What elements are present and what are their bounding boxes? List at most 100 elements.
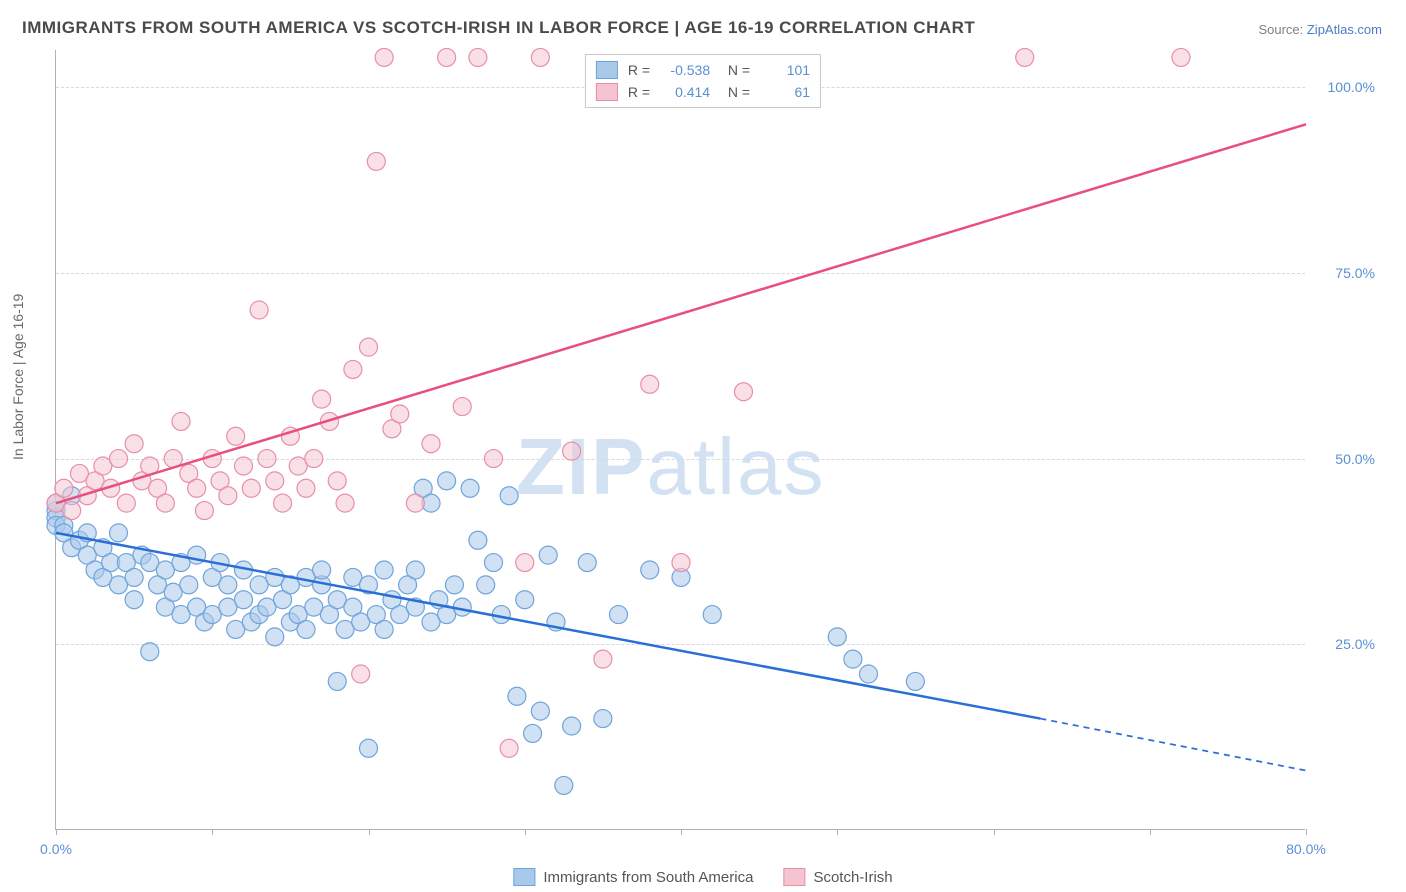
data-point	[516, 591, 534, 609]
data-point	[313, 561, 331, 579]
data-point	[328, 672, 346, 690]
data-point	[110, 450, 128, 468]
data-point	[250, 301, 268, 319]
legend-label: Immigrants from South America	[543, 869, 753, 886]
legend-item: Scotch-Irish	[783, 868, 892, 886]
data-point	[188, 479, 206, 497]
x-tick-mark	[681, 829, 682, 835]
data-point	[195, 502, 213, 520]
data-point	[55, 479, 73, 497]
data-point	[703, 606, 721, 624]
legend-swatch	[596, 61, 618, 79]
data-point	[219, 576, 237, 594]
x-tick-mark	[212, 829, 213, 835]
data-point	[219, 487, 237, 505]
data-point	[391, 405, 409, 423]
data-point	[227, 427, 245, 445]
data-point	[274, 494, 292, 512]
stat-n-value: 61	[760, 84, 810, 100]
data-point	[336, 494, 354, 512]
source-attribution: Source: ZipAtlas.com	[1258, 22, 1382, 37]
stat-r-value: -0.538	[660, 62, 710, 78]
data-point	[1172, 48, 1190, 66]
legend-item: Immigrants from South America	[513, 868, 753, 886]
data-point	[266, 628, 284, 646]
data-point	[258, 450, 276, 468]
data-point	[141, 643, 159, 661]
data-point	[672, 554, 690, 572]
stat-r-label: R =	[628, 84, 650, 100]
x-tick-label: 0.0%	[40, 841, 72, 857]
data-point	[563, 717, 581, 735]
data-point	[110, 524, 128, 542]
data-point	[477, 576, 495, 594]
data-point	[641, 561, 659, 579]
data-point	[125, 591, 143, 609]
data-point	[242, 479, 260, 497]
data-point	[344, 360, 362, 378]
stat-r-value: 0.414	[660, 84, 710, 100]
data-point	[406, 561, 424, 579]
data-point	[266, 472, 284, 490]
data-point	[422, 435, 440, 453]
data-point	[438, 472, 456, 490]
data-point	[297, 620, 315, 638]
x-tick-mark	[994, 829, 995, 835]
y-tick-label: 100.0%	[1315, 79, 1375, 95]
stats-legend: R =-0.538 N =101 R = 0.414 N = 61	[585, 54, 821, 108]
data-point	[844, 650, 862, 668]
regression-line	[56, 124, 1306, 503]
data-point	[500, 739, 518, 757]
legend-swatch	[783, 868, 805, 886]
data-point	[485, 554, 503, 572]
y-tick-label: 75.0%	[1315, 265, 1375, 281]
data-point	[539, 546, 557, 564]
data-point	[360, 338, 378, 356]
data-point	[563, 442, 581, 460]
x-tick-mark	[525, 829, 526, 835]
data-point	[461, 479, 479, 497]
source-prefix: Source:	[1258, 22, 1306, 37]
data-point	[375, 48, 393, 66]
x-tick-mark	[1150, 829, 1151, 835]
legend-swatch	[596, 83, 618, 101]
data-point	[180, 576, 198, 594]
data-point	[735, 383, 753, 401]
data-point	[172, 412, 190, 430]
data-point	[235, 457, 253, 475]
data-point	[156, 494, 174, 512]
regression-line-extrapolated	[1040, 719, 1306, 771]
data-point	[453, 398, 471, 416]
stats-row: R =-0.538 N =101	[596, 59, 810, 81]
data-point	[531, 702, 549, 720]
data-point	[469, 531, 487, 549]
data-point	[485, 450, 503, 468]
data-point	[594, 710, 612, 728]
x-tick-mark	[56, 829, 57, 835]
data-point	[531, 48, 549, 66]
data-point	[610, 606, 628, 624]
data-point	[516, 554, 534, 572]
legend-label: Scotch-Irish	[813, 869, 892, 886]
data-point	[235, 591, 253, 609]
data-point	[375, 620, 393, 638]
data-point	[578, 554, 596, 572]
source-link[interactable]: ZipAtlas.com	[1307, 22, 1382, 37]
data-point	[352, 665, 370, 683]
x-tick-mark	[1306, 829, 1307, 835]
stat-n-label: N =	[720, 62, 750, 78]
data-point	[445, 576, 463, 594]
series-legend: Immigrants from South America Scotch-Iris…	[513, 868, 892, 886]
correlation-chart: IMMIGRANTS FROM SOUTH AMERICA VS SCOTCH-…	[0, 0, 1406, 892]
chart-title: IMMIGRANTS FROM SOUTH AMERICA VS SCOTCH-…	[22, 18, 975, 38]
x-tick-mark	[837, 829, 838, 835]
data-point	[641, 375, 659, 393]
data-point	[500, 487, 518, 505]
data-point	[367, 152, 385, 170]
data-point	[406, 494, 424, 512]
data-point	[469, 48, 487, 66]
legend-swatch	[513, 868, 535, 886]
data-point	[508, 687, 526, 705]
x-tick-label: 80.0%	[1286, 841, 1326, 857]
data-point	[63, 502, 81, 520]
